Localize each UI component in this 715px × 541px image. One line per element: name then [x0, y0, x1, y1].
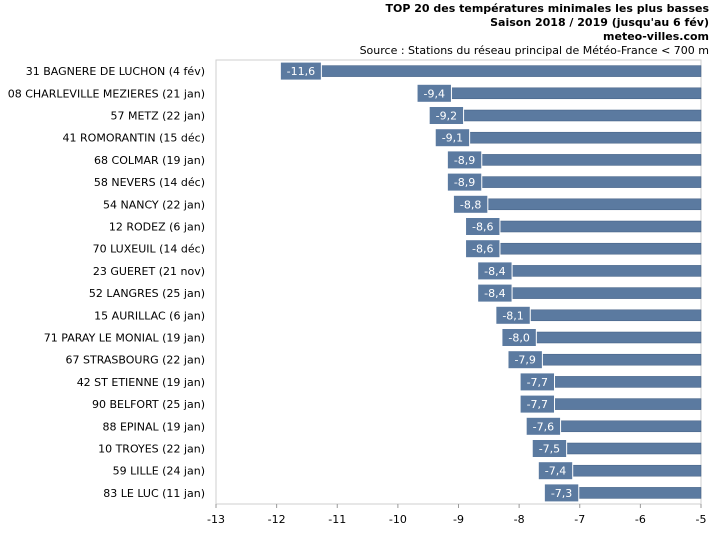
data-label: -8,4	[484, 265, 505, 278]
data-label: -8,4	[484, 287, 505, 300]
chart-header: TOP 20 des températures minimales les pl…	[360, 2, 709, 58]
bar	[300, 65, 702, 77]
site-name: meteo-villes.com	[603, 30, 709, 43]
data-label: -7,7	[527, 398, 548, 411]
data-label-box	[465, 217, 501, 236]
bars-layer: -11,6 -9,4 -9,2 -9,1 -8,9 -8,9 -8,8 -8,6 -8,6 -8,…	[279, 61, 702, 503]
data-label-box	[416, 83, 452, 103]
data-label-box	[495, 305, 531, 325]
data-label-box	[465, 239, 501, 259]
bar	[512, 309, 702, 322]
data-label-box	[531, 439, 568, 458]
bar	[434, 87, 702, 100]
category-label: 31 BAGNERE DE LUCHON (4 fév)	[26, 65, 205, 78]
bar	[482, 242, 702, 255]
bar	[452, 131, 702, 144]
category-label: 41 ROMORANTIN (15 déc)	[63, 132, 205, 145]
category-label: 70 LUXEUIL (14 déc)	[93, 243, 205, 256]
bar	[446, 109, 702, 122]
data-label-box	[525, 416, 562, 436]
bar	[494, 287, 702, 299]
category-label: 15 AURILLAC (6 jan)	[94, 309, 205, 322]
data-label-box	[446, 150, 483, 170]
category-label: 67 STRASBOURG (22 jan)	[66, 354, 205, 367]
category-label: 68 COLMAR (19 jan)	[94, 154, 205, 167]
category-label: 54 NANCY (22 jan)	[103, 198, 205, 211]
bar	[482, 220, 702, 233]
data-label-box	[477, 261, 513, 281]
data-label-box	[434, 128, 471, 148]
data-label-box	[519, 394, 556, 414]
data-label-box	[446, 172, 483, 192]
bar	[537, 398, 702, 410]
bar	[470, 198, 702, 211]
x-tick-label: -5	[696, 513, 707, 526]
data-label: -8,1	[502, 309, 523, 322]
bar	[464, 154, 702, 166]
data-label: -8,6	[472, 243, 493, 256]
data-label: -8,6	[472, 221, 493, 234]
category-label: 58 NEVERS (14 déc)	[94, 176, 205, 189]
data-label: -8,0	[508, 332, 529, 345]
category-label: 42 ST ETIENNE (19 jan)	[77, 376, 205, 389]
category-label: 08 CHARLEVILLE MEZIERES (21 jan)	[8, 87, 205, 100]
category-label: 57 METZ (22 jan)	[110, 110, 205, 123]
bar	[518, 331, 702, 344]
bar	[543, 420, 702, 433]
chart-subtitle: Saison 2018 / 2019 (jusqu'au 6 fév)	[490, 16, 709, 29]
data-label-box	[428, 106, 465, 125]
source-note: Source : Stations du réseau principal de…	[359, 44, 709, 57]
category-label: 71 PARAY LE MONIAL (19 jan)	[44, 332, 205, 345]
x-tick-label: -8	[514, 513, 525, 526]
plot-area	[215, 59, 702, 505]
x-tick-label: -10	[389, 513, 407, 526]
bar	[464, 176, 702, 188]
category-label: 52 LANGRES (25 jan)	[89, 287, 205, 300]
x-tick-label: -9	[453, 513, 464, 526]
bar	[494, 265, 702, 277]
data-label: -11,6	[287, 65, 315, 78]
data-label: -8,8	[460, 198, 481, 211]
data-label-box	[543, 483, 580, 503]
category-label: 12 RODEZ (6 jan)	[109, 221, 205, 234]
data-label: -8,9	[454, 176, 475, 189]
bar	[561, 487, 702, 499]
category-label: 90 BELFORT (25 jan)	[92, 398, 205, 411]
data-label: -9,2	[436, 110, 457, 123]
x-tick-label: -12	[268, 513, 286, 526]
data-label: -7,9	[514, 354, 535, 367]
data-label: -9,1	[442, 132, 463, 145]
x-tick-label: -7	[574, 513, 585, 526]
x-tick-label: -6	[635, 513, 646, 526]
category-label: 59 LILLE (24 jan)	[113, 465, 205, 478]
data-label: -7,4	[545, 465, 566, 478]
data-label-box	[477, 283, 513, 303]
x-tick-label: -11	[328, 513, 346, 526]
category-label: 83 LE LUC (11 jan)	[103, 487, 205, 500]
bar	[524, 353, 702, 366]
bar	[537, 376, 702, 388]
data-label-box	[452, 194, 489, 214]
data-label-box	[537, 461, 574, 481]
bar	[555, 464, 702, 477]
category-label: 23 GUERET (21 nov)	[93, 265, 205, 278]
data-label-box	[507, 350, 543, 370]
data-label: -7,6	[533, 420, 554, 433]
category-label: 10 TROYES (22 jan)	[98, 443, 205, 456]
x-axis: -13 -12 -11 -10 -9 -8 -7 -6 -5	[207, 504, 706, 526]
x-tick-label: -13	[207, 513, 225, 526]
data-label: -7,7	[527, 376, 548, 389]
data-label-box	[501, 328, 537, 347]
data-label: -9,4	[424, 87, 445, 100]
data-label: -7,3	[551, 487, 572, 500]
data-label-box	[519, 372, 556, 392]
chart-title: TOP 20 des températures minimales les pl…	[385, 2, 710, 15]
category-labels: 31 BAGNERE DE LUCHON (4 fév) 08 CHARLEVIL…	[8, 65, 205, 500]
category-label: 88 EPINAL (19 jan)	[102, 420, 205, 433]
data-label: -8,9	[454, 154, 475, 167]
data-label-box	[279, 61, 322, 81]
data-label: -7,5	[539, 443, 560, 456]
bar	[549, 442, 702, 455]
